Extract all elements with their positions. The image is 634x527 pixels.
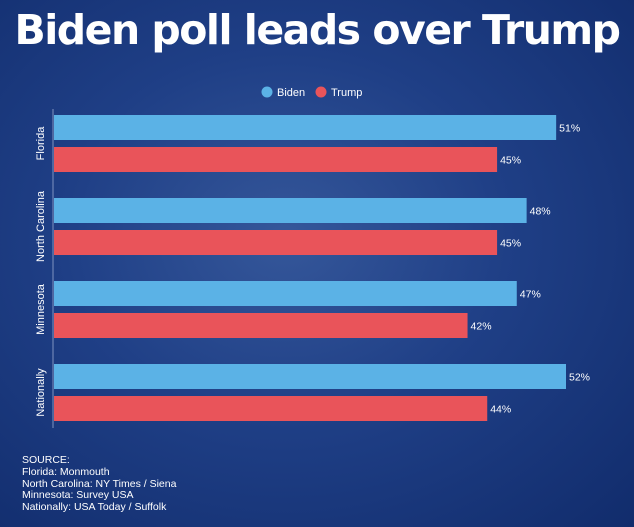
data-label-north-carolina-trump: 45% [500, 238, 521, 250]
bar-north-carolina-biden [54, 198, 527, 223]
data-label-florida-trump: 45% [500, 155, 521, 167]
category-label-north-carolina: North Carolina [35, 190, 47, 262]
data-label-nationally-trump: 44% [490, 404, 511, 416]
bar-minnesota-biden [54, 281, 517, 306]
bar-florida-trump [54, 147, 498, 172]
legend-biden-label: Biden [277, 87, 305, 99]
bar-florida-biden [54, 115, 557, 140]
source-notes: SOURCE: Florida: Monmouth North Carolina… [22, 454, 177, 514]
source-line-north-carolina: North Carolina: NY Times / Siena [22, 477, 177, 490]
bar-nationally-trump [54, 396, 488, 421]
legend-trump-label: Trump [331, 87, 362, 99]
source-heading: SOURCE: [22, 454, 70, 466]
data-label-north-carolina-biden: 48% [530, 206, 551, 218]
bar-nationally-biden [54, 364, 566, 389]
category-label-florida: Florida [35, 126, 47, 161]
data-label-minnesota-trump: 42% [471, 321, 492, 333]
source-line-minnesota: Minnesota: Survey USA [22, 489, 134, 502]
bar-minnesota-trump [54, 313, 468, 338]
data-label-nationally-biden: 52% [569, 372, 590, 384]
source-line-nationally: Nationally: USA Today / Suffolk [22, 501, 167, 514]
data-label-minnesota-biden: 47% [520, 289, 541, 301]
category-label-nationally: Nationally [35, 368, 47, 417]
legend-trump-marker [315, 86, 327, 98]
bar-north-carolina-trump [54, 230, 498, 255]
source-line-florida: Florida: Monmouth [22, 465, 110, 478]
chart-title: Biden poll leads over Trump [14, 6, 621, 54]
data-label-florida-biden: 51% [559, 123, 580, 135]
category-label-minnesota: Minnesota [35, 283, 47, 335]
legend-biden-marker [261, 86, 273, 98]
